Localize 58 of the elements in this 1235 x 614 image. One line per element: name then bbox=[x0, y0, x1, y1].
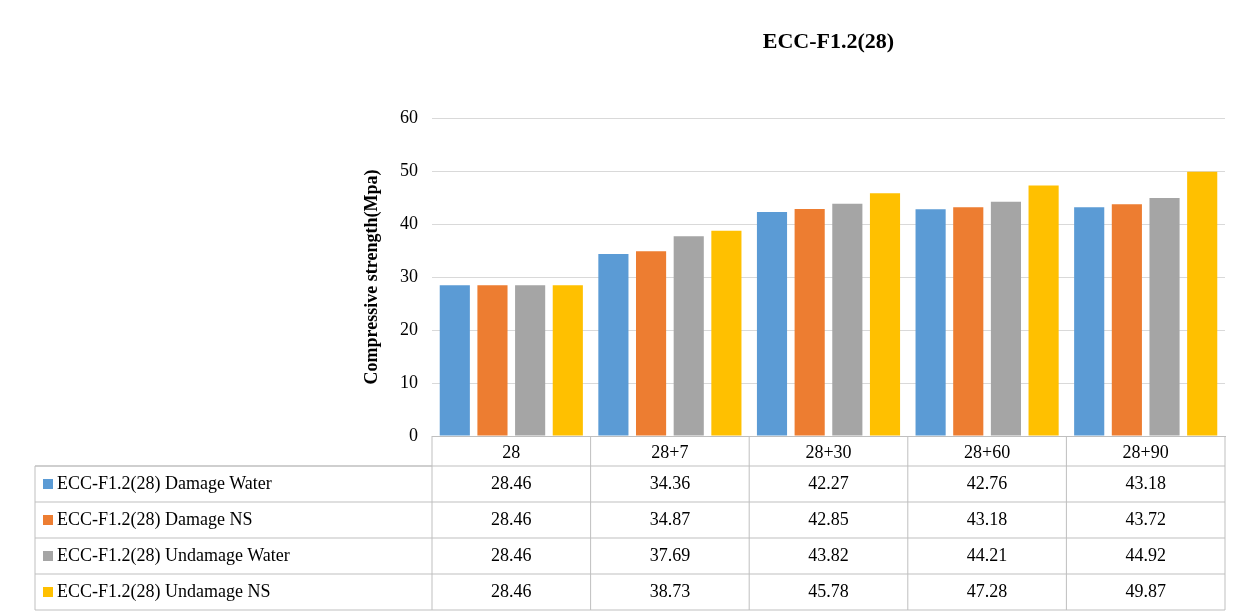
data-label: 42.85 bbox=[808, 508, 849, 529]
bar bbox=[439, 285, 470, 436]
legend-label: ECC-F1.2(28) Damage Water bbox=[57, 472, 272, 494]
y-tick-label: 0 bbox=[409, 424, 418, 445]
bar bbox=[636, 251, 667, 436]
data-label: 28.46 bbox=[491, 508, 532, 529]
data-label: 34.87 bbox=[649, 508, 691, 529]
bar bbox=[1111, 204, 1142, 436]
y-axis-title: Compressive strength(Mpa) bbox=[360, 169, 382, 385]
y-tick-label: 10 bbox=[400, 371, 418, 392]
data-label: 49.87 bbox=[1125, 580, 1166, 601]
data-label: 42.76 bbox=[966, 472, 1008, 493]
data-label: 47.28 bbox=[966, 580, 1008, 601]
bar bbox=[673, 236, 704, 436]
data-label: 42.27 bbox=[808, 472, 849, 493]
data-label: 44.21 bbox=[966, 544, 1008, 565]
bar bbox=[1074, 207, 1105, 436]
bar bbox=[1187, 171, 1218, 436]
bar bbox=[794, 208, 825, 436]
bar bbox=[515, 285, 546, 436]
bar bbox=[832, 203, 863, 436]
y-tick-label: 30 bbox=[400, 265, 418, 286]
y-tick-label: 50 bbox=[400, 159, 418, 180]
bar bbox=[915, 209, 946, 436]
bar bbox=[990, 201, 1021, 436]
data-label: 28.46 bbox=[491, 472, 532, 493]
y-tick-label: 20 bbox=[400, 318, 418, 339]
y-tick-label: 60 bbox=[400, 106, 418, 127]
data-label: 43.18 bbox=[1125, 472, 1166, 493]
data-label: 43.72 bbox=[1125, 508, 1166, 529]
data-label: 34.36 bbox=[649, 472, 691, 493]
legend-label: ECC-F1.2(28) Undamage NS bbox=[57, 580, 271, 602]
data-label: 43.82 bbox=[808, 544, 849, 565]
data-label: 28.46 bbox=[491, 580, 532, 601]
bar bbox=[477, 285, 508, 436]
data-label: 44.92 bbox=[1125, 544, 1166, 565]
bar bbox=[598, 253, 629, 436]
chart-title: ECC-F1.2(28) bbox=[762, 27, 895, 53]
bar bbox=[711, 230, 742, 436]
bar bbox=[756, 211, 788, 436]
y-tick-label: 40 bbox=[400, 212, 418, 233]
x-tick-label: 28+7 bbox=[651, 441, 689, 462]
data-label: 28.46 bbox=[491, 544, 532, 565]
x-tick-label: 28+60 bbox=[964, 441, 1011, 462]
x-tick-label: 28 bbox=[502, 441, 521, 462]
data-label: 38.73 bbox=[649, 580, 691, 601]
bar bbox=[953, 207, 984, 436]
data-label: 45.78 bbox=[808, 580, 849, 601]
bar bbox=[1028, 185, 1059, 436]
bar bbox=[869, 193, 901, 436]
data-label: 43.18 bbox=[966, 508, 1008, 529]
legend-label: ECC-F1.2(28) Undamage Water bbox=[57, 544, 290, 566]
legend-label: ECC-F1.2(28) Damage NS bbox=[57, 508, 253, 530]
data-label: 37.69 bbox=[649, 544, 691, 565]
x-tick-label: 28+90 bbox=[1122, 441, 1169, 462]
x-tick-label: 28+30 bbox=[805, 441, 852, 462]
bar bbox=[552, 285, 583, 436]
bar bbox=[1149, 197, 1180, 436]
